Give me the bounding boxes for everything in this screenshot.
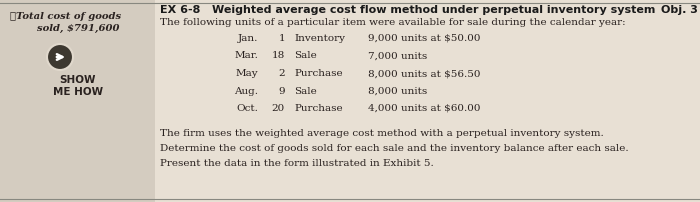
Text: The following units of a particular item were available for sale during the cale: The following units of a particular item…: [160, 18, 626, 27]
Text: Oct.: Oct.: [236, 104, 258, 113]
Text: 9,000 units at $50.00: 9,000 units at $50.00: [368, 34, 480, 43]
Text: Inventory: Inventory: [294, 34, 345, 43]
Text: 4,000 units at $60.00: 4,000 units at $60.00: [368, 104, 480, 113]
Text: 2: 2: [279, 69, 285, 78]
Text: ✓Total cost of goods: ✓Total cost of goods: [10, 12, 121, 21]
Text: 9: 9: [279, 86, 285, 96]
Text: 7,000 units: 7,000 units: [368, 52, 427, 61]
Circle shape: [47, 44, 73, 70]
Text: 1: 1: [279, 34, 285, 43]
Text: 8,000 units: 8,000 units: [368, 86, 427, 96]
Text: EX 6-8   Weighted average cost flow method under perpetual inventory system: EX 6-8 Weighted average cost flow method…: [160, 5, 655, 15]
Text: 18: 18: [272, 52, 285, 61]
Text: Mar.: Mar.: [234, 52, 258, 61]
Bar: [0, 0, 155, 202]
Text: Sale: Sale: [294, 86, 316, 96]
Text: May: May: [235, 69, 258, 78]
Text: The firm uses the weighted average cost method with a perpetual inventory system: The firm uses the weighted average cost …: [160, 129, 603, 138]
Text: Obj. 3: Obj. 3: [661, 5, 698, 15]
Text: 8,000 units at $56.50: 8,000 units at $56.50: [368, 69, 480, 78]
Text: Purchase: Purchase: [294, 69, 342, 78]
Text: Determine the cost of goods sold for each sale and the inventory balance after e: Determine the cost of goods sold for eac…: [160, 144, 629, 153]
Text: sold, $791,600: sold, $791,600: [36, 24, 119, 33]
Text: Sale: Sale: [294, 52, 316, 61]
Text: Aug.: Aug.: [234, 86, 258, 96]
Text: SHOW
ME HOW: SHOW ME HOW: [53, 75, 103, 97]
Text: Jan.: Jan.: [237, 34, 258, 43]
Text: Purchase: Purchase: [294, 104, 342, 113]
Text: Present the data in the form illustrated in Exhibit 5.: Present the data in the form illustrated…: [160, 159, 434, 168]
Text: 20: 20: [272, 104, 285, 113]
